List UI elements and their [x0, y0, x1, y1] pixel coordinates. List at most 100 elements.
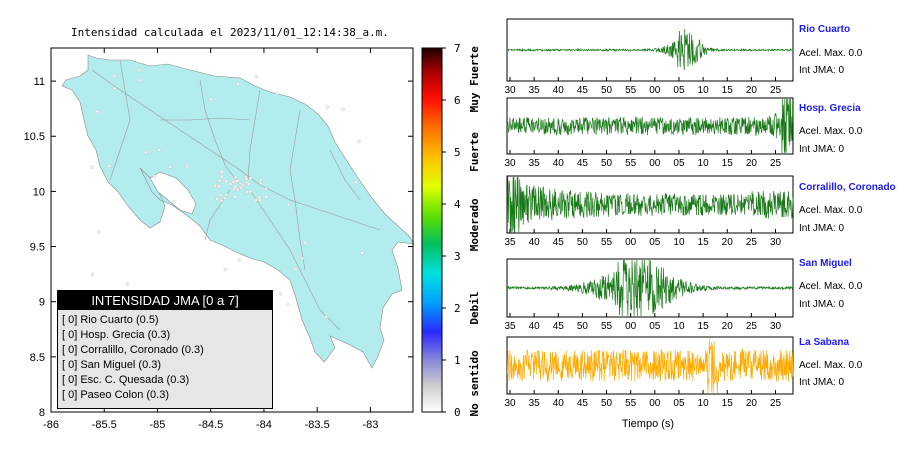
waveform-tick-label: 00: [625, 237, 637, 248]
y-tick-label: 9.5: [30, 242, 45, 254]
colorbar-tick-label: 7: [454, 42, 461, 55]
colorbar-tick-label: 0: [454, 406, 461, 419]
waveform-tick-label: 40: [553, 85, 565, 96]
city-point: [258, 198, 262, 202]
waveform-tick-label: 15: [698, 237, 710, 248]
y-tick-label: 9: [39, 297, 45, 309]
station-acel: Acel. Max. 0.0: [799, 126, 863, 137]
waveform-tick-label: 55: [625, 158, 637, 169]
map-axes: -86 -85.5 -85 -84.5 -84 -83.5 -83 11 10.5 10 9.5 9 8…: [24, 48, 413, 431]
legend-row: [ 0] Hosp. Grecia (0.3): [62, 329, 171, 341]
station-jma: Int JMA: 0: [799, 299, 845, 310]
waveform-tick-label: 45: [577, 398, 589, 409]
waveform-tick-label: 20: [746, 158, 758, 169]
city-point: [241, 183, 245, 188]
legend-row: [ 0] Corralillo, Coronado (0.3): [62, 344, 204, 356]
x-tick-label: -84.5: [198, 419, 223, 431]
waveform-tick-label: 35: [504, 237, 516, 248]
waveform-tick-label: 40: [553, 158, 565, 169]
legend-row: [ 0] Rio Cuarto (0.5): [62, 314, 159, 326]
city-point: [152, 174, 157, 179]
waveform-tick-label: 15: [722, 158, 734, 169]
waveform-tick-label: 15: [722, 85, 734, 96]
y-tick-label: 11: [34, 76, 45, 88]
y-tick-label: 8: [39, 407, 45, 419]
station-acel: Acel. Max. 0.0: [799, 281, 863, 292]
waveform-tick-label: 30: [504, 158, 516, 169]
waveform-tick-label: 15: [722, 398, 734, 409]
city-point: [218, 179, 222, 183]
colorbar-tick-label: 5: [454, 146, 461, 159]
waveform-tick-label: 45: [577, 85, 589, 96]
waveform-tick-label: 05: [673, 158, 685, 169]
city-point: [325, 105, 329, 109]
city-point: [300, 256, 304, 261]
city-point: [357, 139, 361, 144]
waveform-tick-label: 25: [770, 398, 782, 409]
city-point: [303, 240, 307, 245]
city-point: [223, 267, 228, 272]
city-points: [90, 68, 364, 340]
colorbar-category-label: Muy Fuerte: [468, 46, 481, 113]
x-tick-label: -84: [256, 419, 272, 431]
waveform-tick-label: 55: [601, 321, 613, 332]
city-point: [244, 177, 249, 181]
waveform-tick-label: 05: [649, 321, 661, 332]
city-point: [144, 150, 148, 154]
gulf-of-nicoya: [149, 171, 197, 215]
city-point: [324, 315, 328, 319]
x-tick-label: -86: [43, 419, 59, 431]
chart-title: Intensidad calculada el 2023/11/01_12:14…: [71, 26, 389, 39]
city-point: [341, 107, 345, 112]
city-point: [224, 179, 228, 183]
city-point: [237, 258, 242, 262]
city-point: [257, 195, 261, 200]
waveform-tick-label: 40: [529, 321, 541, 332]
city-point: [233, 184, 238, 189]
waveform-tick-label: 35: [529, 158, 541, 169]
waveform-xlabel: Tiempo (s): [622, 418, 674, 430]
colorbar-tick-label: 1: [454, 354, 461, 367]
waveform-tick-label: 55: [625, 398, 637, 409]
waveform-tick-label: 00: [649, 158, 661, 169]
city-point: [231, 180, 236, 184]
waveform-tick-label: 30: [770, 321, 782, 332]
waveform-tick-label: 55: [601, 237, 613, 248]
city-point: [217, 184, 221, 189]
x-tick-label: -83.5: [305, 419, 330, 431]
city-point: [275, 91, 279, 96]
waveform-tick-label: 50: [577, 237, 589, 248]
colorbar-tick-label: 6: [454, 94, 461, 107]
waveform-trace: [506, 98, 794, 154]
station-name: Rio Cuarto: [799, 24, 851, 35]
waveform-tick-label: 20: [722, 237, 734, 248]
city-point: [254, 74, 259, 79]
city-point: [264, 187, 268, 191]
waveform-tick-label: 35: [504, 321, 516, 332]
intensity-legend: INTENSIDAD JMA [0 a 7] [ 0] Rio Cuarto (…: [57, 290, 273, 409]
waveform-tick-label: 40: [553, 398, 565, 409]
waveform-tick-label: 20: [746, 85, 758, 96]
city-point: [172, 200, 176, 204]
waveform-tick-label: 10: [698, 85, 710, 96]
city-point: [254, 198, 258, 202]
colorbar-tick-label: 2: [454, 302, 461, 315]
waveform-tick-label: 55: [625, 85, 637, 96]
waveform-tick-label: 05: [673, 398, 685, 409]
colorbar-category-label: Debil: [468, 291, 481, 324]
city-point: [264, 194, 268, 199]
waveform-tick-label: 50: [601, 158, 613, 169]
city-point: [125, 282, 130, 286]
city-point: [259, 178, 263, 182]
waveform-tick-label: 10: [698, 398, 710, 409]
waveform-tick-label: 35: [529, 398, 541, 409]
waveform-tick-label: 50: [601, 398, 613, 409]
colorbar: 0 1 2 3 4 5 6 7 No sentido Debil Moderado Fuerte Mu…: [421, 42, 481, 419]
station-jma: Int JMA: 0: [799, 223, 845, 234]
colorbar-category-label: Fuerte: [468, 132, 481, 172]
waveform-trace: [506, 338, 794, 394]
city-point: [97, 230, 101, 234]
city-point: [95, 109, 100, 114]
colorbar-category-label: No sentido: [468, 350, 481, 417]
city-point: [233, 175, 238, 180]
